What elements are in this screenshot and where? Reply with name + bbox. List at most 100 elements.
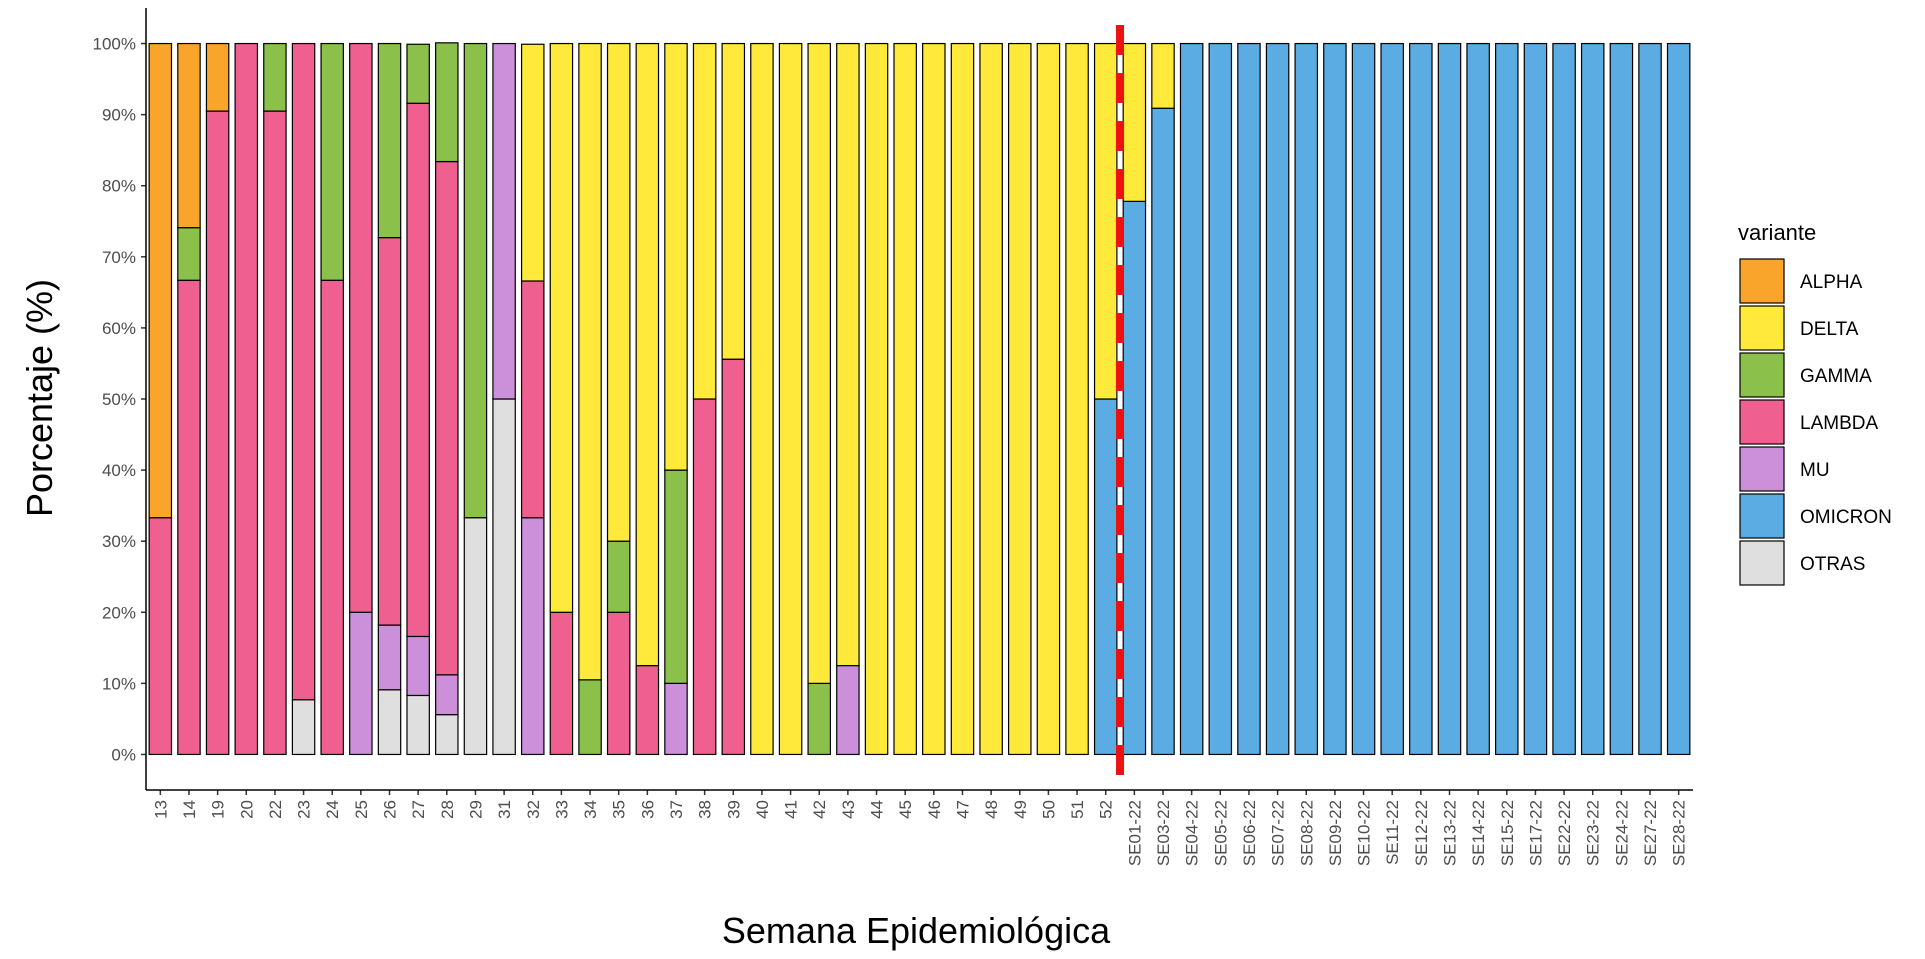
y-tick-label: 90% [102,106,136,125]
bar-segment [320,42,344,281]
x-tick-label: 36 [638,800,657,819]
bar-segment [435,42,459,163]
x-tick-label: 45 [896,800,915,819]
bar-segment [148,42,173,519]
x-tick-label: SE11-22 [1383,800,1402,865]
x-tick-label: 40 [753,800,772,819]
bar-segment [520,43,545,282]
bar-segment [1237,42,1261,756]
y-tick-label: 10% [102,674,136,693]
y-tick-label: 30% [102,532,136,551]
x-tick-label: SE06-22 [1240,800,1259,866]
bar-segment [1093,398,1118,756]
bar-segment [492,42,516,400]
bar-segment [1179,42,1204,756]
x-axis-title: Semana Epidemiológica [722,910,1111,951]
x-tick-label: SE01-22 [1125,800,1144,866]
bar-segment [606,540,631,613]
x-tick-label: 38 [696,800,715,819]
bar-segment [1380,42,1404,756]
x-tick-label: 14 [180,800,199,819]
y-tick-label: 80% [102,177,136,196]
bar-segment [205,110,230,756]
bar-segment [1351,42,1376,756]
x-tick-label: SE12-22 [1412,800,1431,866]
x-tick-label: SE08-22 [1297,800,1316,866]
bar-segment [692,398,717,756]
legend-title: variante [1738,220,1816,245]
bar-segment [721,358,746,756]
x-tick-label: SE14-22 [1469,800,1488,866]
bar-segment [435,160,459,676]
bar-segment [1666,42,1691,756]
x-tick-label: 52 [1097,800,1116,819]
x-tick-label: 19 [209,800,228,819]
legend-label: OMICRON [1800,507,1892,528]
bar-segment [349,42,373,613]
bar-segment [893,42,917,756]
x-tick-label: 29 [466,800,485,819]
bar-segment [291,699,316,756]
y-tick-label: 50% [102,390,136,409]
bar-segment [664,682,688,756]
bar-segment [263,42,287,112]
bar-segment [377,42,402,239]
y-tick-label: 20% [102,603,136,622]
bar-segment [177,227,201,281]
x-tick-label: SE23-22 [1584,800,1603,866]
bar-segment [635,42,660,667]
bar-segment [635,664,660,756]
bar-segment [406,102,430,638]
x-tick-label: SE07-22 [1269,800,1288,866]
legend-key [1739,258,1785,304]
bar-segment [1294,42,1319,756]
x-tick-label: 46 [925,800,944,819]
x-tick-label: 28 [438,800,457,819]
y-tick-label: 40% [102,461,136,480]
bar-segment [377,624,402,691]
x-tick-label: 50 [1039,800,1058,819]
bar-segment [406,694,430,756]
bar-segment [1122,200,1147,756]
x-tick-label: SE27-22 [1641,800,1660,866]
x-tick-label: 32 [524,800,543,819]
bar-segment [578,679,602,756]
x-tick-label: SE22-22 [1555,800,1574,866]
bar-segment [807,682,832,756]
bar-segment [1093,42,1118,400]
bar-segment [148,517,173,756]
bar-segment [1036,42,1061,756]
bar-segment [177,42,201,229]
bar-segment [664,42,688,471]
bar-segment [836,664,860,756]
x-tick-label: 42 [810,800,829,819]
x-tick-label: 23 [295,800,314,819]
x-tick-label: 49 [1011,800,1030,819]
x-tick-label: 51 [1068,800,1087,819]
bar-segment [205,42,230,112]
bar-segment [578,42,602,681]
legend-key [1739,305,1785,351]
bar-segment [1580,42,1605,756]
legend-key [1739,446,1785,492]
y-tick-label: 60% [102,319,136,338]
y-tick-label: 0% [111,745,136,764]
x-tick-label: SE03-22 [1154,800,1173,866]
bar-segment [1065,42,1089,756]
x-tick-label: 27 [409,800,428,819]
x-tick-label: SE09-22 [1326,800,1345,866]
bar-segment [435,714,459,756]
bar-segment [463,42,488,519]
x-tick-label: 22 [266,800,285,819]
bar-segment [520,517,545,756]
x-tick-label: 33 [552,800,571,819]
bar-segment [950,42,975,756]
bar-segment [377,689,402,756]
bar-segment [922,42,946,756]
x-tick-label: SE24-22 [1612,800,1631,866]
bar-segment [320,279,344,756]
x-tick-label: SE10-22 [1355,800,1374,866]
x-tick-label: 39 [724,800,743,819]
bar-segment [1552,42,1576,756]
